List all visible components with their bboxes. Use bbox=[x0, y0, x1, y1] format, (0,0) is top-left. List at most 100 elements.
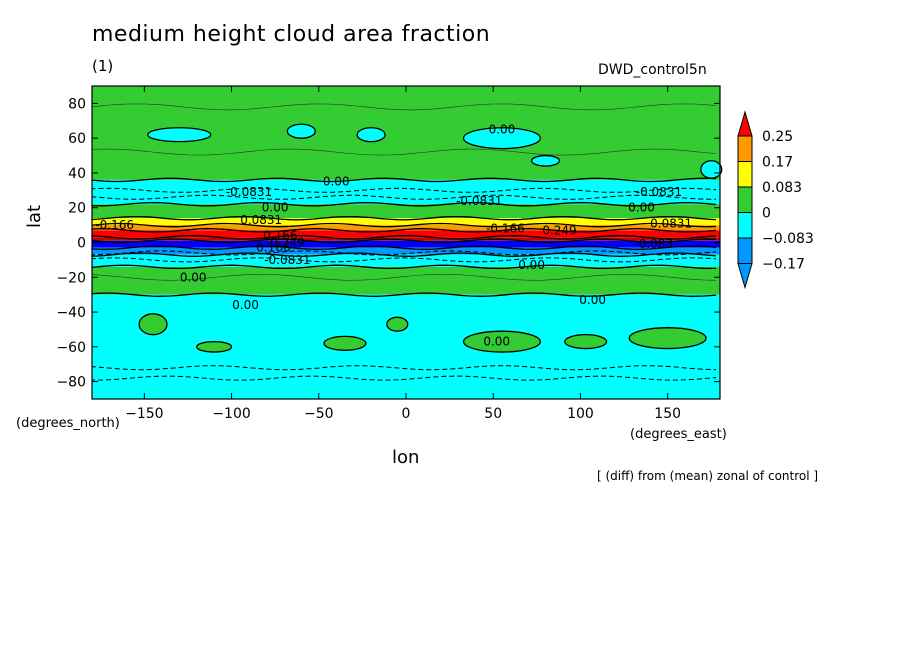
colorbar-segment-1 bbox=[737, 161, 753, 188]
contour-label-18: 0.00 bbox=[180, 270, 207, 284]
axes: −150 −100 −50 0 50 100 150 80 60 40 20 0 −20 −40 −60 −8… bbox=[56, 85, 721, 422]
contour-label-21: 0.00 bbox=[483, 335, 510, 349]
band-5 bbox=[92, 230, 720, 238]
contour-line-3 bbox=[91, 215, 717, 221]
colorbar-label-1: 0.17 bbox=[762, 155, 793, 171]
colorbar-bottom-triangle bbox=[737, 263, 753, 290]
colorbar-segment-0 bbox=[737, 135, 753, 162]
band-7 bbox=[92, 240, 720, 248]
patch-4 bbox=[530, 154, 561, 167]
colorbar-top-triangle bbox=[737, 110, 753, 137]
dashed-contour-5 bbox=[91, 375, 717, 381]
patch-11 bbox=[564, 334, 608, 350]
contour-line-6 bbox=[91, 235, 717, 240]
colorbar-label-4: −0.083 bbox=[762, 231, 814, 247]
contour-label-6: 0.00 bbox=[628, 201, 655, 215]
contour-label-17: 0.00 bbox=[518, 258, 545, 272]
dashed-contour-3 bbox=[91, 257, 717, 263]
x-tick-label-2: −50 bbox=[304, 406, 334, 422]
thin-contour-1 bbox=[91, 148, 717, 156]
contour-label-3: -0.0831 bbox=[456, 194, 502, 208]
contour-label-7: 0.0831 bbox=[240, 213, 282, 227]
contour-label-16: -0.083 bbox=[634, 237, 673, 251]
contour-line-4 bbox=[91, 222, 717, 228]
x-axis-unit: (degrees_east) bbox=[630, 427, 727, 442]
y-tick-label-2: 40 bbox=[68, 166, 86, 182]
contour-label-1: 0.00 bbox=[323, 175, 350, 189]
contour-label-12: 0.166 bbox=[263, 229, 297, 243]
contour-label-11: 0.249 bbox=[542, 223, 576, 237]
y-axis-unit: (degrees_north) bbox=[16, 416, 120, 431]
y-tick-label-6: −40 bbox=[56, 305, 86, 321]
contour-line-11 bbox=[91, 292, 717, 297]
patch-0 bbox=[147, 127, 212, 143]
x-axis-label: lon bbox=[392, 447, 420, 468]
y-tick-label-3: 20 bbox=[68, 201, 86, 217]
contour-label-20: 0.00 bbox=[579, 293, 606, 307]
chart-subtitle: (1) bbox=[92, 57, 114, 75]
contour-label-5: 0.00 bbox=[262, 201, 289, 215]
x-tick-label-4: 50 bbox=[484, 406, 502, 422]
footnote: [ (diff) from (mean) zonal of control ] bbox=[597, 469, 819, 483]
contour-line-8 bbox=[91, 245, 717, 250]
thin-contour-0 bbox=[91, 103, 717, 111]
dashed-contour-2 bbox=[91, 250, 717, 256]
patch-2 bbox=[356, 127, 386, 143]
band-2 bbox=[92, 204, 720, 219]
band-3 bbox=[92, 218, 720, 226]
x-tick-label-5: 100 bbox=[567, 406, 594, 422]
contour-label-13: 0.249 bbox=[270, 236, 304, 250]
contour-label-8: 0.0831 bbox=[650, 216, 692, 230]
dashed-contour-0 bbox=[91, 187, 717, 193]
band-9 bbox=[92, 254, 720, 267]
colorbar-label-0: 0.25 bbox=[762, 129, 793, 145]
band-6 bbox=[92, 237, 720, 241]
contour-label-0: 0.00 bbox=[489, 122, 516, 136]
band-4 bbox=[92, 225, 720, 231]
colorbar: 0.25 0.17 0.083 0 −0.083 −0.17 bbox=[737, 110, 814, 290]
contour-label-10: -0.166 bbox=[486, 222, 525, 236]
contour-label-15: -0.0831 bbox=[264, 253, 310, 267]
band-8 bbox=[92, 247, 720, 255]
contour-line-7 bbox=[91, 238, 717, 244]
y-tick-label-4: 0 bbox=[77, 236, 86, 252]
thin-contour-2 bbox=[91, 274, 717, 281]
band-11 bbox=[92, 294, 720, 399]
run-label: DWD_control5n bbox=[598, 62, 707, 78]
contour-line-1 bbox=[91, 177, 717, 183]
y-tick-label-0: 80 bbox=[68, 96, 86, 112]
contour-label-9: -0.166 bbox=[95, 218, 134, 232]
patch-1 bbox=[286, 123, 316, 139]
colorbar-segment-4 bbox=[737, 237, 753, 264]
chart-title: medium height cloud area fraction bbox=[92, 22, 491, 47]
y-tick-label-7: −60 bbox=[56, 340, 86, 356]
contour-label-14: 0.166 bbox=[256, 241, 290, 255]
contour-line-5 bbox=[91, 228, 717, 233]
patch-10 bbox=[462, 330, 541, 353]
x-tick-label-6: 150 bbox=[654, 406, 681, 422]
colorbar-label-5: −0.17 bbox=[762, 257, 805, 273]
patch-9 bbox=[386, 316, 409, 332]
y-tick-label-5: −20 bbox=[56, 270, 86, 286]
dashed-contour-4 bbox=[91, 365, 717, 371]
x-tick-label-0: −150 bbox=[125, 406, 163, 422]
dashed-contour-1 bbox=[91, 194, 716, 200]
patch-12 bbox=[628, 327, 707, 350]
colorbar-label-3: 0 bbox=[762, 206, 771, 222]
contour-label-2: -0.0831 bbox=[226, 185, 272, 199]
contour-label-4: -0.0831 bbox=[636, 185, 682, 199]
colorbar-segment-2 bbox=[737, 186, 753, 213]
patch-6 bbox=[138, 313, 168, 336]
band-10 bbox=[92, 266, 720, 295]
x-tick-label-1: −100 bbox=[212, 406, 250, 422]
contour-label-19: 0.00 bbox=[232, 298, 259, 312]
y-tick-label-8: −80 bbox=[56, 375, 86, 391]
x-tick-label-3: 0 bbox=[402, 406, 411, 422]
contour-line-9 bbox=[91, 252, 717, 257]
patch-3 bbox=[462, 127, 541, 150]
patch-8 bbox=[323, 335, 367, 351]
colorbar-label-2: 0.083 bbox=[762, 180, 802, 196]
patch-7 bbox=[196, 340, 233, 353]
